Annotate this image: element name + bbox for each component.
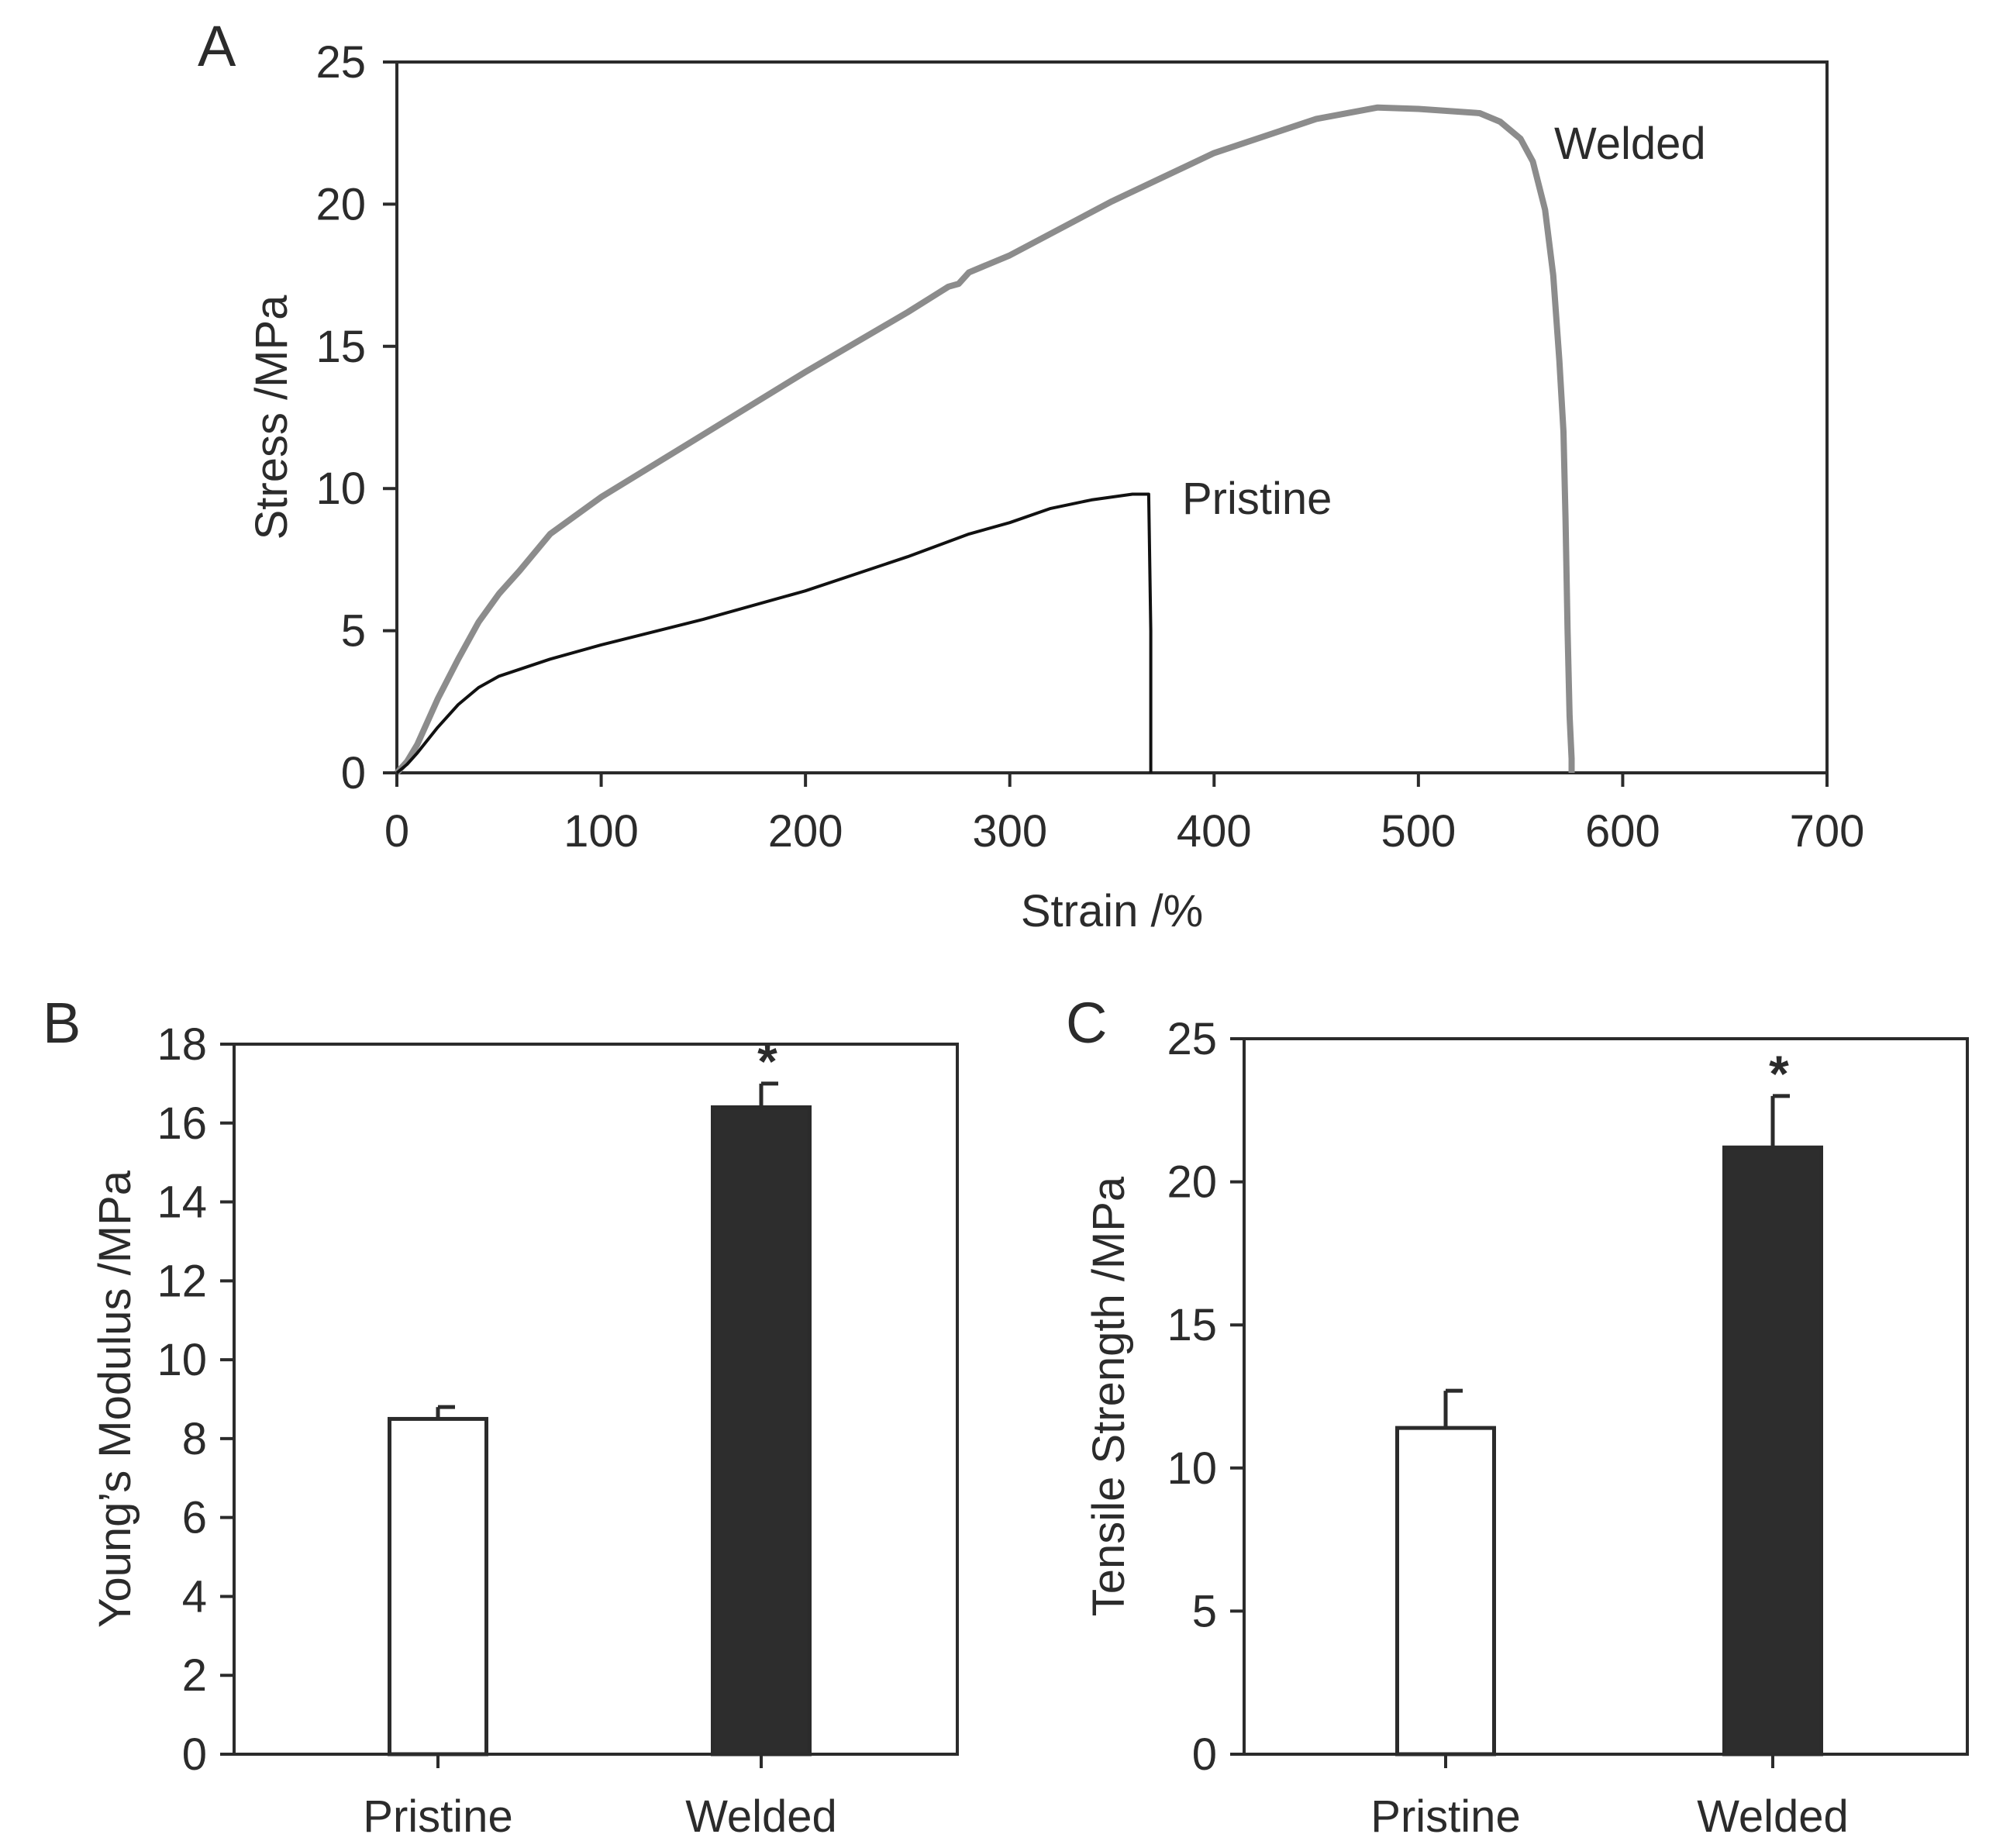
x-tick-label-a: 200 — [768, 806, 843, 857]
y-tick-label-c: 10 — [1167, 1443, 1217, 1494]
x-tick-label-a: 100 — [564, 806, 639, 857]
bar-welded — [711, 1105, 812, 1757]
y-tick-label-b: 18 — [157, 1019, 207, 1070]
series-label-welded: Welded — [1554, 119, 1706, 169]
bar-pristine — [388, 1416, 488, 1757]
y-tick-label-c: 0 — [1192, 1729, 1217, 1780]
plot-frame-c — [1243, 1037, 1969, 1756]
x-category-label-c: Welded — [1697, 1791, 1849, 1842]
significance-star-b: * — [757, 1033, 777, 1090]
plot-frame-a — [395, 60, 1829, 774]
y-tick-label-c: 20 — [1167, 1157, 1217, 1208]
y-tick-label-b: 12 — [157, 1256, 207, 1306]
x-category-label-b: Welded — [685, 1791, 837, 1842]
y-tick-label-b: 14 — [157, 1177, 207, 1228]
series-line-pristine — [395, 492, 1153, 774]
y-tick-label-b: 16 — [157, 1098, 207, 1149]
y-tick-label-c: 5 — [1192, 1586, 1217, 1636]
plot-frame-b — [233, 1043, 959, 1756]
y-tick-label-c: 15 — [1167, 1300, 1217, 1350]
y-tick-label-a: 5 — [341, 606, 366, 657]
bar-welded — [1722, 1145, 1823, 1757]
y-tick-label-b: 0 — [182, 1729, 207, 1780]
significance-star-c: * — [1769, 1045, 1789, 1102]
bar-pristine — [1395, 1426, 1496, 1757]
y-axis-label-a: Stress /MPa — [246, 295, 297, 540]
x-category-label-c: Pristine — [1370, 1791, 1520, 1842]
x-tick-label-a: 300 — [972, 806, 1047, 857]
y-tick-label-b: 2 — [182, 1650, 207, 1701]
y-axis-label-c: Tensile Strength /MPa — [1084, 1176, 1134, 1616]
y-tick-label-c: 25 — [1167, 1014, 1217, 1064]
y-tick-label-b: 8 — [182, 1414, 207, 1464]
series-line-welded — [395, 104, 1575, 775]
panel-c-bar-chart: C 0 5 10 15 20 25 Tensile Strength /MPa Pristine… — [1066, 991, 1969, 1842]
x-tick-label-a: 0 — [384, 806, 409, 857]
x-axis-label-a: Strain /% — [1021, 886, 1203, 936]
x-tick-label-a: 600 — [1585, 806, 1660, 857]
series-label-pristine: Pristine — [1182, 474, 1332, 524]
y-tick-label-a: 10 — [315, 464, 366, 514]
x-tick-label-a: 500 — [1381, 806, 1456, 857]
y-tick-label-b: 4 — [182, 1571, 207, 1622]
y-tick-label-a: 25 — [315, 37, 366, 88]
y-tick-label-a: 15 — [315, 322, 366, 372]
panel-b-bar-chart: B 0 2 4 6 8 10 12 14 16 18 Young’s Modulus /MPa Pris… — [43, 991, 959, 1842]
x-category-label-b: Pristine — [363, 1791, 512, 1842]
y-axis-label-b: Young’s Modulus /MPa — [90, 1170, 140, 1628]
panel-label-c: C — [1066, 991, 1107, 1055]
x-tick-label-a: 400 — [1177, 806, 1252, 857]
y-tick-label-a: 20 — [315, 179, 366, 229]
x-tick-label-a: 700 — [1790, 806, 1865, 857]
y-tick-label-a: 0 — [341, 748, 366, 798]
y-tick-label-b: 10 — [157, 1335, 207, 1385]
panel-label-b: B — [43, 991, 81, 1055]
panel-label-a: A — [198, 14, 236, 78]
panel-a-line-chart: A 0 100 200 300 400 500 600 700 0 5 10 15 20 25 Strain … — [198, 14, 1864, 936]
y-tick-label-b: 6 — [182, 1493, 207, 1543]
